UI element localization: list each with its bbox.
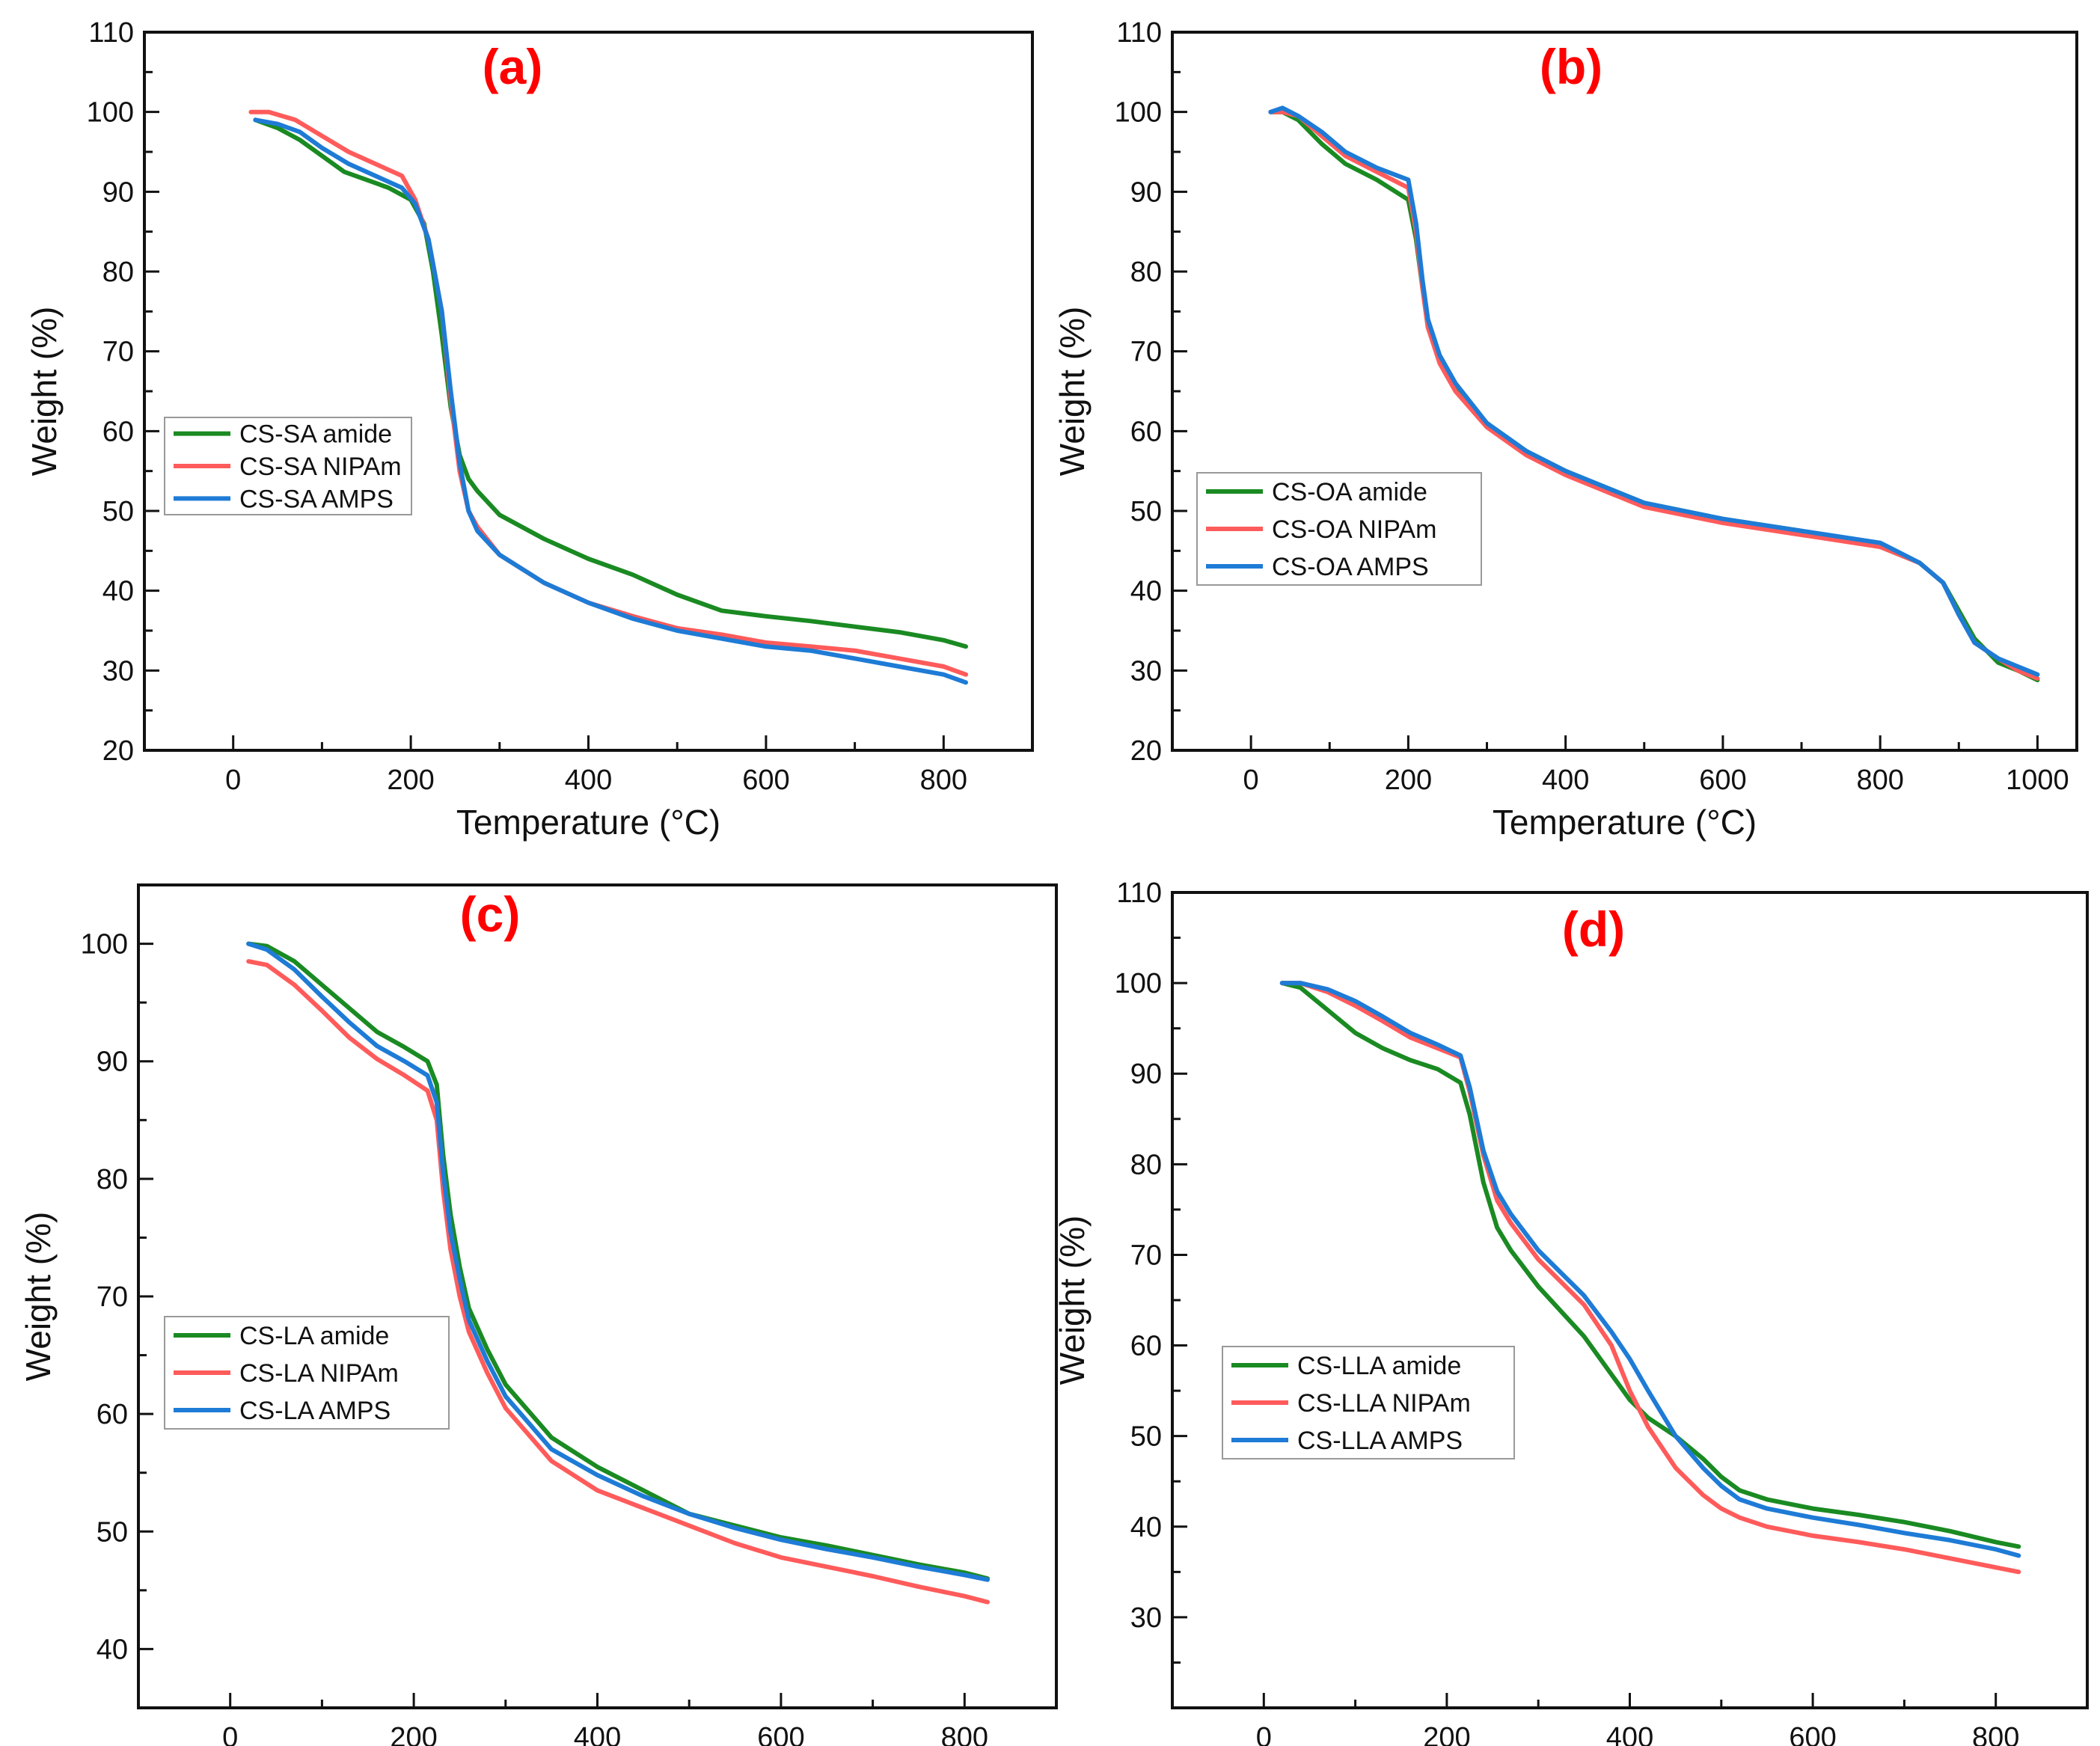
y-tick-label: 100: [1115, 97, 1162, 129]
x-tick-label: 400: [1606, 1722, 1653, 1746]
y-tick-label: 50: [97, 1516, 128, 1548]
legend-entry: CS-SA NIPAm: [239, 453, 402, 481]
series-line-cs-lla-nipam: [1279, 981, 2021, 1575]
panel-label: (d): [1562, 901, 1625, 957]
x-tick-label: 600: [757, 1722, 804, 1746]
x-tick-label: 800: [920, 765, 967, 796]
y-axis-title: Weight (%): [1053, 1216, 1092, 1385]
series-line-cs-la-nipam: [246, 959, 990, 1605]
x-tick-label: 800: [941, 1722, 988, 1746]
y-axis-title: Weight (%): [19, 1212, 58, 1382]
y-tick-label: 50: [1130, 496, 1162, 527]
chart-panel-c: 0200400600800405060708090100Temperature …: [19, 883, 1058, 1746]
y-tick-label: 60: [97, 1399, 128, 1430]
x-tick-label: 400: [565, 765, 612, 796]
panel-label: (a): [483, 39, 543, 94]
y-tick-label: 90: [1130, 177, 1162, 208]
y-axis-title: Weight (%): [1053, 307, 1092, 477]
x-tick-label: 400: [1542, 765, 1589, 796]
y-tick-label: 40: [1130, 576, 1162, 607]
y-tick-label: 40: [102, 576, 134, 607]
y-tick-label: 70: [1130, 1240, 1162, 1271]
x-tick-label: 200: [390, 1722, 437, 1746]
x-axis-title: Temperature (°C): [1493, 803, 1757, 842]
legend-entry: CS-SA AMPS: [239, 485, 394, 513]
y-tick-label: 50: [1130, 1421, 1162, 1453]
y-tick-label: 40: [97, 1634, 128, 1665]
y-tick-label: 60: [102, 416, 134, 447]
series-line-cs-la-amps: [246, 941, 990, 1582]
y-tick-label: 70: [97, 1281, 128, 1313]
legend-entry: CS-LA amide: [239, 1322, 389, 1350]
x-tick-label: 600: [1789, 1722, 1836, 1746]
y-tick-label: 110: [88, 17, 134, 49]
x-tick-label: 600: [742, 765, 789, 796]
x-axis-title: Temperature (°C): [456, 803, 720, 842]
y-tick-label: 50: [102, 496, 134, 527]
y-tick-label: 70: [1130, 337, 1162, 368]
y-tick-label: 40: [1130, 1512, 1162, 1543]
x-tick-label: 0: [225, 765, 241, 796]
y-tick-label: 80: [1130, 257, 1162, 288]
legend-entry: CS-OA AMPS: [1272, 553, 1429, 581]
y-tick-label: 90: [1130, 1059, 1162, 1090]
x-tick-label: 800: [1972, 1722, 2019, 1746]
series-line-cs-lla-amide: [1279, 981, 2021, 1549]
chart-panel-a: 0 200 400 600 800 20 30 40 50 60 70 80 90 100 110 Tempe…: [25, 17, 1034, 842]
series-line-cs-lla-amps: [1279, 981, 2021, 1558]
y-tick-label: 110: [1116, 17, 1162, 49]
series-line-cs-oa-amps: [1268, 105, 2040, 677]
y-tick-label: 110: [1116, 877, 1162, 909]
y-tick-label: 30: [1130, 655, 1162, 687]
x-tick-label: 0: [1243, 765, 1259, 796]
legend-entry: CS-LLA NIPAm: [1297, 1389, 1471, 1418]
legend-entry: CS-LLA AMPS: [1297, 1427, 1463, 1455]
chart-panel-d: 020040060080030405060708090100110Tempera…: [1053, 877, 2089, 1746]
y-tick-label: 100: [87, 97, 134, 129]
legend-entry: CS-LA NIPAm: [239, 1359, 399, 1388]
legend-entry: CS-OA NIPAm: [1272, 515, 1436, 544]
x-tick-label: 600: [1699, 765, 1746, 796]
panel-label: (c): [460, 886, 521, 942]
y-tick-label: 30: [102, 655, 134, 687]
x-tick-label: 800: [1856, 765, 1903, 796]
y-tick-label: 80: [97, 1164, 128, 1195]
legend-entry: CS-SA amide: [239, 420, 392, 449]
x-tick-label: 400: [574, 1722, 621, 1746]
legend-entry: CS-LA AMPS: [239, 1397, 391, 1425]
series-line-cs-la-amide: [246, 941, 990, 1581]
y-tick-label: 70: [102, 337, 134, 368]
x-tick-label: 200: [387, 765, 434, 796]
y-tick-label: 60: [1130, 1331, 1162, 1362]
y-tick-label: 80: [1130, 1149, 1162, 1180]
y-tick-label: 20: [1130, 735, 1162, 767]
y-tick-label: 90: [102, 177, 134, 208]
y-tick-label: 20: [102, 735, 134, 767]
legend-entry: CS-LLA amide: [1297, 1352, 1461, 1380]
x-tick-label: 200: [1385, 765, 1432, 796]
y-axis-title: Weight (%): [25, 307, 64, 477]
x-tick-label: 200: [1423, 1722, 1470, 1746]
series-line-cs-sa-amide: [253, 117, 968, 649]
y-tick-label: 100: [81, 929, 128, 961]
x-tick-label: 0: [1256, 1722, 1272, 1746]
y-tick-label: 60: [1130, 416, 1162, 447]
legend-entry: CS-OA amide: [1272, 478, 1427, 506]
y-tick-label: 80: [102, 257, 134, 288]
panel-label: (b): [1540, 39, 1602, 94]
series-line-cs-sa-amps: [253, 117, 968, 685]
y-tick-label: 30: [1130, 1602, 1162, 1634]
chart-panel-b: 0 200 400 600 800 1000 20 30 40 50 60 70 80 90 100 110 T…: [1053, 17, 2078, 842]
x-tick-label: 1000: [2006, 765, 2069, 796]
x-tick-label: 0: [222, 1722, 238, 1746]
y-tick-label: 100: [1115, 968, 1162, 999]
y-tick-label: 90: [97, 1047, 128, 1078]
